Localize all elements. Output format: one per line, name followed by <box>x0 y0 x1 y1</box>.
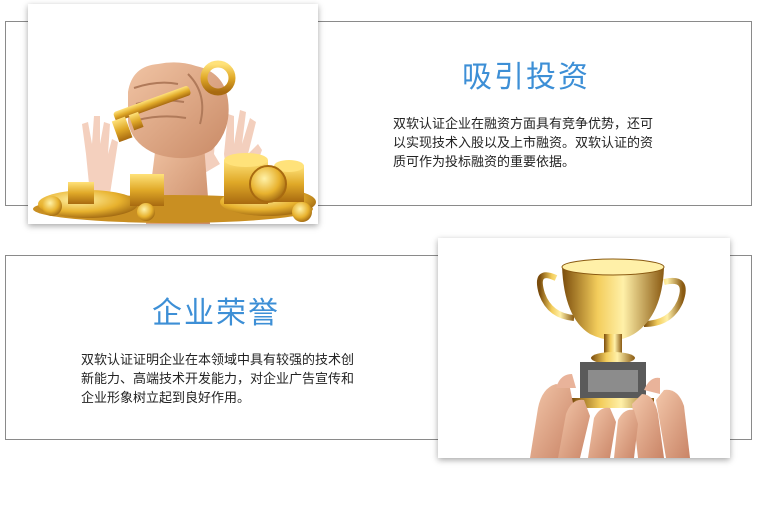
honor-title: 企业荣誉 <box>152 296 280 331</box>
honor-image <box>438 238 730 458</box>
trophy-hands-icon <box>438 238 730 458</box>
honor-description: 双软认证证明企业在本领域中具有较强的技术创新能力、高端技术开发能力，对企业广告宣… <box>81 353 355 406</box>
investment-image <box>28 4 318 224</box>
investment-description: 双软认证企业在融资方面具有竞争优势，还可以实现技术入股以及上市融资。双软认证的资… <box>393 117 654 170</box>
fist-key-coins-icon <box>28 4 318 224</box>
investment-title: 吸引投资 <box>462 60 590 95</box>
